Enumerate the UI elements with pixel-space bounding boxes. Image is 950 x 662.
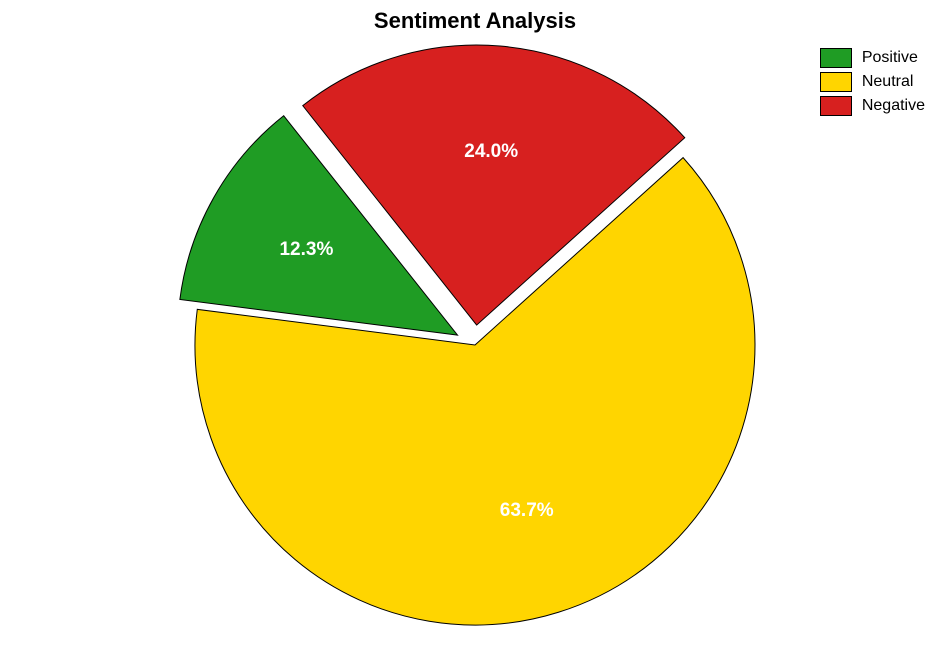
sentiment-pie-chart: Sentiment Analysis 63.7%12.3%24.0% Posit… [0, 0, 950, 662]
slice-percent-positive: 12.3% [279, 239, 333, 261]
legend-label-negative: Negative [862, 97, 925, 115]
legend-swatch-negative [820, 96, 852, 116]
chart-legend: Positive Neutral Negative [820, 48, 925, 120]
legend-label-positive: Positive [862, 49, 918, 67]
legend-item-neutral: Neutral [820, 72, 925, 92]
legend-swatch-neutral [820, 72, 852, 92]
slice-percent-negative: 24.0% [464, 141, 518, 163]
legend-item-positive: Positive [820, 48, 925, 68]
legend-swatch-positive [820, 48, 852, 68]
legend-label-neutral: Neutral [862, 73, 914, 91]
legend-item-negative: Negative [820, 96, 925, 116]
slice-percent-neutral: 63.7% [500, 500, 554, 522]
pie-svg [0, 0, 950, 662]
